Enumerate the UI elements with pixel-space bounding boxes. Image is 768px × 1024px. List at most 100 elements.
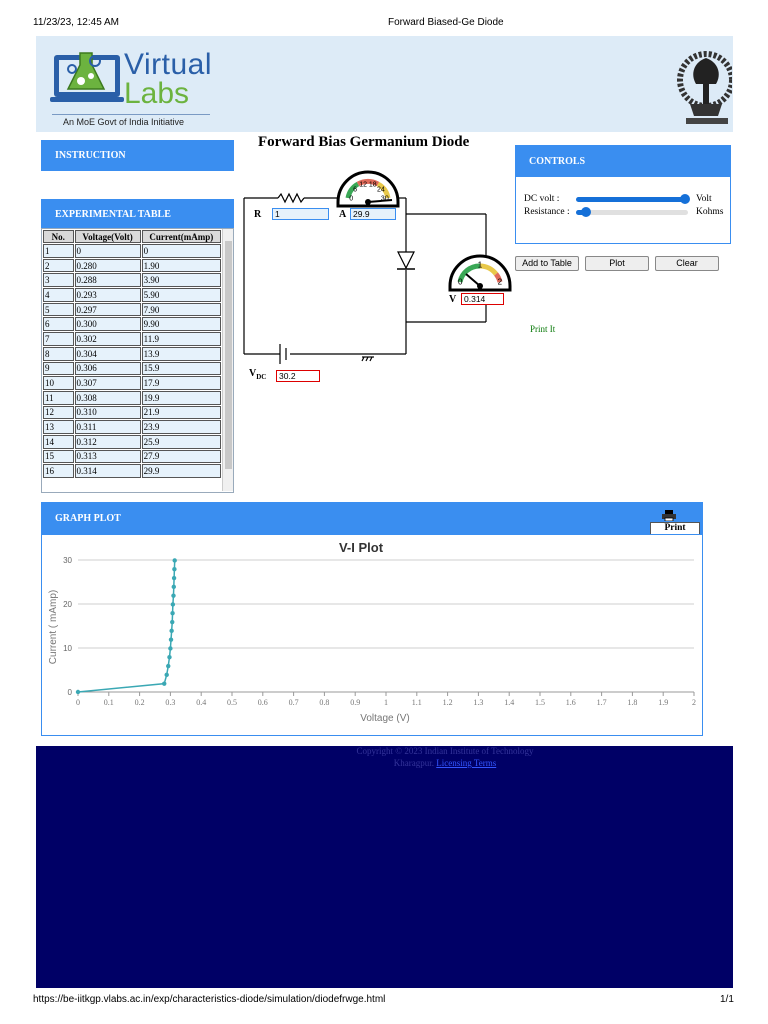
- voltage-field: 0.314: [461, 293, 504, 305]
- table-cell: 0.312: [74, 434, 141, 449]
- voltmeter-tick-0: 0: [457, 277, 463, 287]
- table-cell: 6: [43, 317, 74, 332]
- y-tick-label: 0: [68, 688, 73, 697]
- chart-y-axis-label: Current ( mAmp): [48, 590, 59, 664]
- licensing-terms-link[interactable]: Licensing Terms: [436, 758, 497, 768]
- vi-plot-chart: V-I Plot Voltage (V) Current ( mAmp) 010…: [48, 540, 696, 724]
- data-point: [170, 619, 175, 625]
- table-row: 3 0.288 3.90: [43, 273, 221, 288]
- table-cell: 7: [43, 332, 74, 346]
- table-scrollbar-thumb[interactable]: [225, 241, 232, 469]
- table-cell: 7.90: [141, 302, 221, 317]
- table-row: 7 0.302 11.9: [43, 332, 221, 346]
- x-tick-label: 1.7: [597, 698, 607, 707]
- table-cell: 0: [141, 244, 221, 258]
- table-row: 16 0.314 29.9: [43, 464, 221, 478]
- printer-icon[interactable]: [662, 510, 676, 521]
- graph-plot-header: GRAPH PLOT: [41, 502, 703, 534]
- x-tick-label: 1.8: [627, 698, 637, 707]
- vdc-field: 30.2: [276, 370, 320, 382]
- resistance-unit: Kohms: [696, 207, 724, 217]
- ammeter-tick-3: 18: [368, 181, 377, 189]
- vdc-label: VDC: [249, 368, 267, 381]
- x-tick-label: 0.3: [165, 698, 175, 707]
- data-point: [168, 637, 174, 642]
- table-cell: 3: [43, 273, 74, 288]
- table-cell: 0.314: [74, 464, 141, 478]
- series-line: [77, 560, 176, 693]
- print-title: Forward Biased-Ge Diode: [388, 17, 504, 28]
- data-point: [170, 611, 175, 616]
- data-point: [171, 593, 176, 598]
- table-cell: 10: [43, 376, 74, 390]
- table-cell: 15.9: [141, 361, 221, 376]
- resistance-field: 1: [272, 208, 329, 220]
- ammeter-label: A: [339, 209, 347, 220]
- resistance-label: Resistance :: [524, 207, 570, 217]
- table-scrollbar[interactable]: [222, 229, 233, 491]
- resistance-slider[interactable]: [576, 210, 688, 215]
- clear-button[interactable]: Clear: [655, 256, 719, 271]
- table-cell: 0.302: [74, 332, 141, 346]
- x-tick-label: 0.6: [258, 698, 268, 707]
- data-point: [170, 602, 176, 607]
- data-point: [75, 689, 81, 695]
- dc-volt-slider-thumb[interactable]: [679, 194, 690, 204]
- x-tick-label: 0.7: [289, 698, 299, 707]
- data-point: [169, 628, 174, 634]
- table-cell: 29.9: [141, 464, 221, 478]
- table-row: 8 0.304 13.9: [43, 346, 221, 361]
- table-cell: 0.293: [74, 288, 141, 302]
- x-tick-label: 2: [692, 698, 696, 707]
- table-cell: 0.300: [74, 317, 141, 332]
- print-datetime: 11/23/23, 12:45 AM: [33, 17, 119, 28]
- ammeter-tick-4: 24: [376, 186, 385, 194]
- table-row: 14 0.312 25.9: [43, 434, 221, 449]
- x-tick-label: 1.6: [566, 698, 576, 707]
- dc-volt-label: DC volt :: [524, 194, 560, 204]
- table-cell: 8: [43, 346, 74, 361]
- table-cell: 9.90: [141, 317, 221, 332]
- table-row: 11 0.308 19.9: [43, 390, 221, 405]
- data-point: [171, 584, 176, 590]
- table-cell: 25.9: [141, 434, 221, 449]
- print-it-link[interactable]: Print It: [530, 324, 556, 334]
- data-point: [162, 681, 167, 686]
- header-banner: [36, 36, 733, 132]
- voltmeter-tick-2: 2: [497, 277, 503, 287]
- brand-word-labs: Labs: [124, 77, 190, 110]
- dc-volt-slider[interactable]: [576, 197, 688, 202]
- current-field: 29.9: [350, 208, 396, 220]
- x-tick-label: 1.2: [443, 698, 453, 707]
- table-cell: 0.280: [74, 258, 141, 273]
- virtual-labs-logo-icon: [50, 52, 124, 102]
- table-cell: 0.311: [74, 420, 141, 434]
- table-row: 10 0.307 17.9: [43, 376, 221, 390]
- table-header-0: No.: [43, 230, 74, 243]
- x-tick-label: 1.5: [535, 698, 545, 707]
- plot-button[interactable]: Plot: [585, 256, 649, 271]
- graph-panel: V-I Plot Voltage (V) Current ( mAmp) 0 10…: [41, 534, 703, 736]
- dc-volt-unit: Volt: [696, 194, 712, 204]
- ammeter-tick-0: 0: [349, 195, 354, 203]
- chart-title: V-I Plot: [339, 540, 384, 555]
- print-page-number: 1/1: [720, 994, 734, 1005]
- voltmeter-tick-1: 1: [477, 260, 483, 270]
- resistor-label: R: [254, 209, 262, 220]
- y-tick-label: 10: [63, 644, 72, 653]
- table-row: 5 0.297 7.90: [43, 302, 221, 317]
- table-cell: 0.308: [74, 390, 141, 405]
- resistance-slider-thumb[interactable]: [581, 207, 592, 217]
- ammeter-tick-5: 30: [380, 195, 389, 203]
- table-cell: 12: [43, 405, 74, 420]
- x-tick-label: 1.9: [658, 698, 668, 707]
- x-tick-label: 0.8: [319, 698, 329, 707]
- x-tick-label: 0.4: [196, 698, 206, 707]
- brand-divider: [52, 114, 210, 115]
- table-cell: 0.310: [74, 405, 141, 420]
- add-to-table-button[interactable]: Add to Table: [515, 256, 579, 271]
- y-tick-label: 20: [63, 600, 72, 609]
- instruction-header[interactable]: INSTRUCTION: [41, 140, 234, 171]
- experimental-table: No. Voltage(Volt) Current(mAmp) 1 0 0 2 0.280 1…: [41, 228, 234, 493]
- data-point: [164, 672, 169, 678]
